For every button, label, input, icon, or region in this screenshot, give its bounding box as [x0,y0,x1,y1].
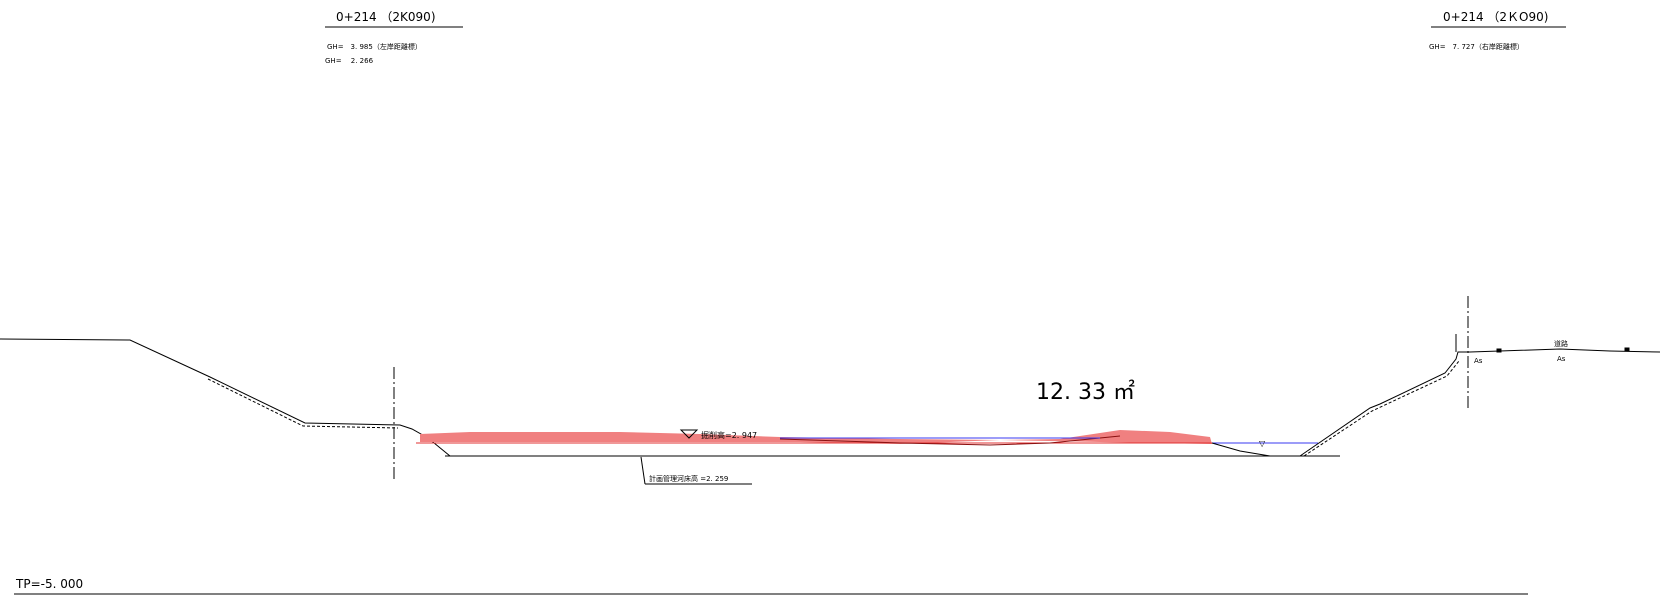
planned-riverbed-callout: 計画管理河床高 =2. 259 [640,456,752,485]
excavation-area-label: 12. 33 ㎡ [1036,379,1135,405]
excavation-height-marker [679,429,699,439]
right-station-title: 0+214 （2ＫO90) [1443,10,1548,24]
right-bank-revetment-hatch [1303,360,1460,457]
water-level: ▽ [780,437,1318,448]
excavation-height-label: 掘削高=2. 947 [701,430,757,440]
datum-label: TP=-5. 000 [15,577,83,591]
left-gh-line-1: GH= 3. 985（左岸距離標） [327,42,422,51]
excavation-height-callout: 掘削高=2. 947 [679,429,757,440]
datum-line: TP=-5. 000 [14,577,1528,595]
existing-bed-line [779,435,1121,446]
right-station-header: 0+214 （2ＫO90) GH= 7. 727（右岸距離標） [1429,10,1566,51]
left-station-header: 0+214 （2K090) GH= 3. 985（左岸距離標） GH= 2. 2… [325,10,463,65]
excavation-fill [420,430,1212,444]
right-channel-bed [1211,442,1300,457]
right-bank-curb-marker [1496,348,1502,353]
channel-bottom [445,442,1340,457]
left-station-title: 0+214 （2K090) [336,10,436,24]
planned-riverbed-leader [640,456,646,485]
left-bank-revetment-hatch [207,378,399,429]
pavement-label-left: As [1474,357,1483,365]
planned-riverbed-label: 計画管理河床高 =2. 259 [649,474,728,483]
right-bank-curb-marker-2 [1624,347,1630,352]
right-gh-line-1: GH= 7. 727（右岸距離標） [1429,42,1524,51]
road-label: 道路 [1554,339,1568,348]
right-bank-profile [1299,296,1660,457]
left-bank-profile [0,338,451,481]
pavement-label-right: As [1557,355,1566,363]
left-bank-ground-line [0,338,451,457]
right-bank-ground-line [1299,348,1660,457]
water-level-symbol: ▽ [1259,439,1266,448]
excavation-area [416,430,1212,446]
left-gh-line-2: GH= 2. 266 [325,57,374,65]
